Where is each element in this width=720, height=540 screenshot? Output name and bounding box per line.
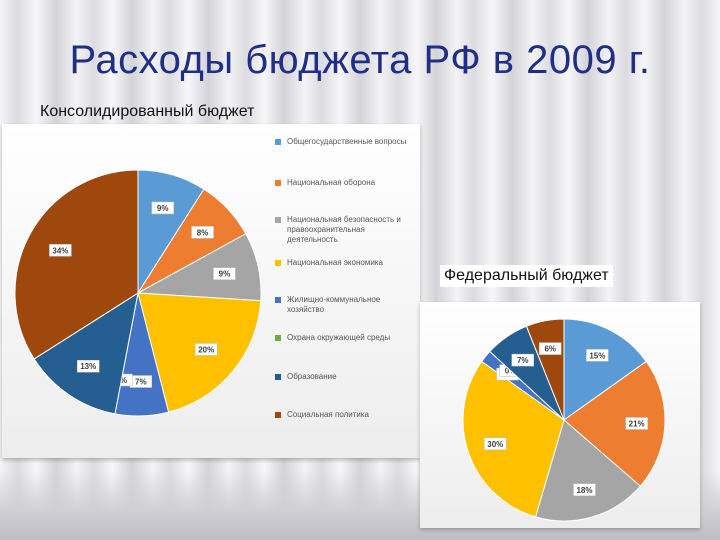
consolidated-budget-subtitle: Консолидированный бюджет	[40, 103, 255, 120]
legend-swatch	[275, 260, 281, 266]
svg-text:6%: 6%	[544, 345, 556, 354]
legend-item: Национальная экономика	[275, 258, 415, 268]
legend-label: Образование	[287, 372, 337, 381]
consolidated-slice-6	[33, 291, 139, 415]
legend-swatch	[275, 374, 281, 380]
legend-label: Общегосударственные вопросы	[287, 137, 407, 146]
consolidated-data-label-7: 34%	[49, 244, 72, 257]
legend-swatch	[275, 297, 281, 303]
consolidated-data-label-1: 8%	[191, 226, 214, 239]
legend-item: Национальная оборона	[275, 178, 415, 188]
legend-swatch	[275, 139, 281, 145]
legend-swatch	[275, 335, 281, 341]
federal-data-label-2: 18%	[573, 483, 596, 497]
consolidated-data-label-3: 20%	[194, 343, 218, 356]
svg-text:9%: 9%	[219, 270, 231, 279]
federal-slice-1	[563, 360, 666, 487]
svg-text:21%: 21%	[629, 419, 645, 428]
legend-label: Охрана окружающей среды	[287, 333, 391, 342]
slide-title: Расходы бюджета РФ в 2009 г.	[69, 38, 651, 82]
consolidated-data-label-6: 13%	[76, 359, 100, 373]
consolidated-slice-7	[14, 169, 139, 360]
federal-slice-0	[563, 318, 647, 421]
legend-label: Национальная экономика	[287, 258, 383, 267]
consolidated-data-label-0: 9%	[151, 201, 174, 215]
svg-text:20%: 20%	[198, 345, 214, 354]
legend-item: Социальная политика	[275, 410, 415, 420]
federal-budget-subtitle: Федеральный бюджет	[440, 265, 613, 287]
svg-text:7%: 7%	[135, 378, 147, 387]
svg-text:7%: 7%	[517, 356, 529, 365]
federal-slice-2	[534, 419, 642, 522]
legend-label: Жилищно-коммунальное хозяйство	[287, 295, 381, 314]
federal-data-label-3: 30%	[484, 437, 507, 451]
legend-swatch	[275, 217, 281, 223]
federal-slice-3	[462, 360, 565, 518]
consolidated-data-label-4: 7%	[129, 375, 153, 388]
legend-item: Общегосударственные вопросы	[275, 137, 415, 147]
legend-item: Национальная безопасность и правоохранит…	[275, 215, 415, 245]
legend-label: Социальная политика	[287, 410, 369, 419]
legend-swatch	[275, 412, 281, 418]
legend-label: Национальная безопасность и правоохранит…	[287, 215, 401, 244]
svg-text:13%: 13%	[80, 362, 96, 371]
federal-data-label-1: 21%	[625, 417, 648, 430]
legend-swatch	[275, 180, 281, 186]
consolidated-data-label-2: 9%	[213, 267, 236, 280]
svg-text:9%: 9%	[157, 204, 169, 213]
legend-item: Образование	[275, 372, 415, 382]
legend-item: Охрана окружающей среды	[275, 333, 415, 343]
federal-data-label-0: 15%	[586, 349, 609, 362]
svg-text:15%: 15%	[589, 351, 605, 360]
legend-item: Жилищно-коммунальное хозяйство	[275, 295, 415, 315]
svg-text:8%: 8%	[197, 228, 209, 237]
federal-data-label-7: 6%	[538, 342, 562, 355]
legend-label: Национальная оборона	[287, 178, 376, 187]
svg-text:34%: 34%	[52, 246, 68, 255]
svg-text:30%: 30%	[487, 440, 503, 449]
federal-data-label-6: 7%	[511, 353, 535, 367]
svg-text:18%: 18%	[576, 486, 592, 495]
